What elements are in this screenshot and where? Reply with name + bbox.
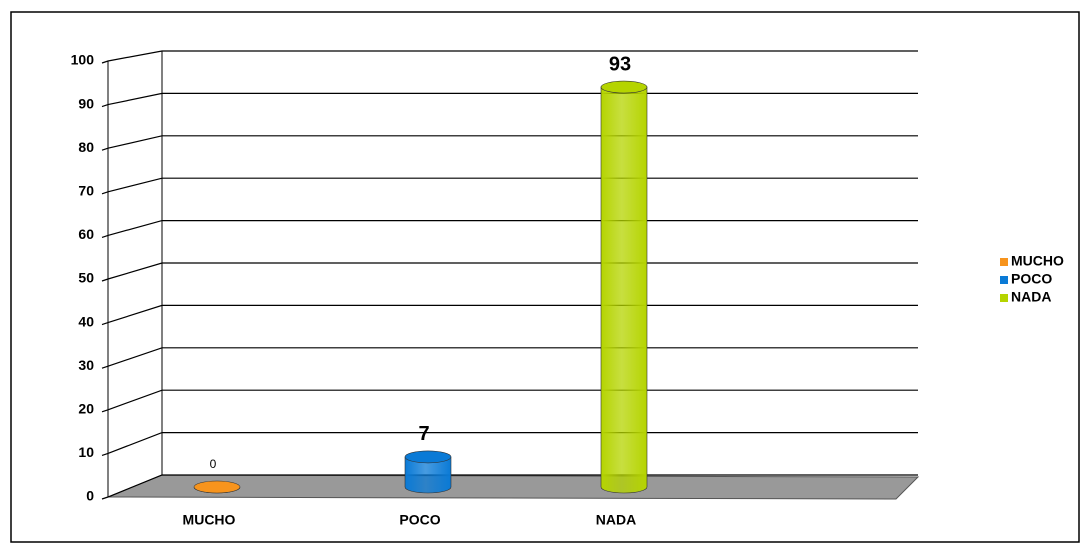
- bar: [404, 456, 452, 494]
- grid-line: [101, 389, 918, 413]
- y-tick-label: 70: [78, 183, 94, 199]
- y-tick-label: 80: [78, 139, 94, 155]
- x-tick-label: NADA: [596, 512, 636, 528]
- y-tick-label: 50: [78, 270, 94, 286]
- grid-line: [101, 220, 918, 238]
- legend-label: MUCHO: [1011, 253, 1064, 269]
- data-label: 93: [609, 53, 631, 75]
- grid-line: [101, 474, 918, 500]
- legend-label: POCO: [1011, 271, 1052, 287]
- legend-label: NADA: [1011, 289, 1051, 305]
- grid-line: [101, 432, 918, 456]
- grid-line: [101, 347, 918, 369]
- grid-line: [101, 304, 918, 326]
- y-tick-label: 60: [78, 226, 94, 242]
- grid-line: [101, 177, 918, 195]
- bar-top: [404, 450, 452, 464]
- data-label: 0: [210, 457, 217, 471]
- legend-swatch: [1000, 258, 1008, 266]
- y-tick-label: 90: [78, 95, 94, 111]
- legend-swatch: [1000, 294, 1008, 302]
- chart-border: [10, 11, 1080, 543]
- bar-top: [600, 80, 648, 94]
- y-tick-label: 40: [78, 313, 94, 329]
- grid-line: [101, 135, 918, 151]
- x-tick-label: MUCHO: [183, 512, 236, 528]
- y-tick-label: 0: [86, 488, 94, 504]
- legend-swatch: [1000, 276, 1008, 284]
- grid-line: [101, 50, 918, 64]
- y-tick-label: 100: [71, 52, 95, 68]
- y-tick-label: 20: [78, 401, 94, 417]
- grid-line: [101, 262, 918, 282]
- y-tick-label: 30: [78, 357, 94, 373]
- grid-line: [101, 92, 918, 108]
- data-label: 7: [418, 423, 429, 445]
- bar-top: [193, 480, 241, 494]
- bar: [600, 86, 648, 494]
- y-tick-label: 10: [78, 444, 94, 460]
- x-tick-label: POCO: [399, 512, 440, 528]
